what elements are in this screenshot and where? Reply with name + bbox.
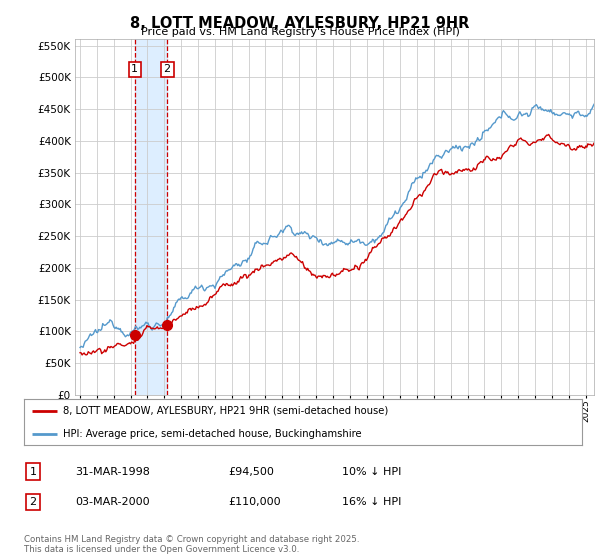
- Text: 03-MAR-2000: 03-MAR-2000: [75, 497, 149, 507]
- Text: 2: 2: [164, 64, 171, 74]
- Text: Price paid vs. HM Land Registry's House Price Index (HPI): Price paid vs. HM Land Registry's House …: [140, 27, 460, 37]
- Text: £110,000: £110,000: [228, 497, 281, 507]
- Bar: [135, 39, 167, 395]
- Text: HPI: Average price, semi-detached house, Buckinghamshire: HPI: Average price, semi-detached house,…: [63, 429, 362, 438]
- Text: 2: 2: [29, 497, 37, 507]
- Text: £94,500: £94,500: [228, 466, 274, 477]
- Text: Contains HM Land Registry data © Crown copyright and database right 2025.
This d: Contains HM Land Registry data © Crown c…: [24, 535, 359, 554]
- Text: 31-MAR-1998: 31-MAR-1998: [75, 466, 150, 477]
- Text: 10% ↓ HPI: 10% ↓ HPI: [342, 466, 401, 477]
- Text: 8, LOTT MEADOW, AYLESBURY, HP21 9HR (semi-detached house): 8, LOTT MEADOW, AYLESBURY, HP21 9HR (sem…: [63, 406, 388, 416]
- Text: 16% ↓ HPI: 16% ↓ HPI: [342, 497, 401, 507]
- Text: 8, LOTT MEADOW, AYLESBURY, HP21 9HR: 8, LOTT MEADOW, AYLESBURY, HP21 9HR: [130, 16, 470, 31]
- Text: 1: 1: [29, 466, 37, 477]
- Text: 1: 1: [131, 64, 139, 74]
